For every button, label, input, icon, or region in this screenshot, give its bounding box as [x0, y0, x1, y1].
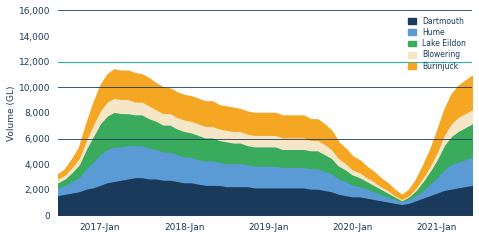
Y-axis label: Volume (GL): Volume (GL) [7, 85, 16, 141]
Legend: Dartmouth, Hume, Lake Eildon, Blowering, Burinjuck: Dartmouth, Hume, Lake Eildon, Blowering,… [406, 14, 468, 73]
